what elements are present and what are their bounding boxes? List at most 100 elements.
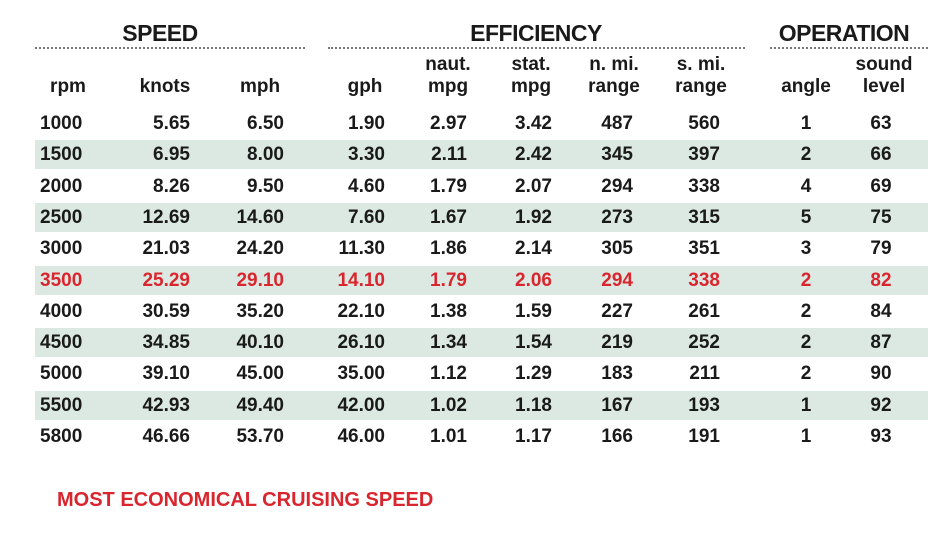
highlight-cell: 82 (870, 269, 892, 291)
table-cell: 92 (870, 394, 892, 416)
table-cell: 338 (688, 175, 720, 197)
table-cell: 2.97 (430, 113, 467, 134)
table-cell: 1.92 (515, 206, 552, 228)
table-cell: 1 (800, 426, 812, 447)
table-cell: 1.17 (515, 426, 552, 447)
column-header: rpm (50, 76, 86, 97)
table-cell: 4000 (40, 300, 83, 322)
table-cell: 2000 (40, 175, 83, 197)
group-rule (770, 47, 928, 49)
table-cell: 6.95 (153, 144, 190, 166)
table-cell: 30.59 (142, 300, 190, 322)
table-cell: 8.00 (247, 144, 284, 166)
table-cell: 560 (688, 113, 720, 134)
table-cell: 24.20 (236, 238, 284, 260)
table-cell: 1.12 (430, 363, 467, 385)
table-cell: 1.01 (430, 426, 467, 447)
table-cell: 191 (688, 426, 720, 447)
column-header: range (675, 76, 727, 97)
table-cell: 90 (870, 363, 892, 385)
table-cell: 79 (870, 238, 892, 260)
table-cell: 14.60 (236, 206, 284, 228)
table-cell: 193 (688, 394, 720, 416)
table-cell: 183 (601, 363, 633, 385)
table-cell: 53.70 (236, 426, 284, 447)
table-cell: 40.10 (236, 332, 284, 354)
row-stripe (35, 202, 928, 232)
table-cell: 345 (601, 144, 633, 166)
table-cell: 46.00 (337, 426, 385, 447)
table-cell: 2 (800, 300, 812, 322)
column-header: mpg (427, 76, 469, 97)
table-cell: 84 (870, 300, 892, 322)
table-cell: 35.20 (236, 300, 284, 322)
table-cell: 4 (800, 175, 812, 197)
table-cell: 351 (688, 238, 720, 260)
table-cell: 63 (870, 113, 892, 134)
table-cell: 294 (601, 175, 633, 197)
table-cell: 5500 (40, 394, 83, 416)
table-cell: 219 (601, 332, 633, 354)
table-cell: 3 (800, 238, 812, 260)
table-cell: 39.10 (142, 363, 190, 385)
table-cell: 46.66 (142, 426, 190, 447)
table-cell: 5000 (40, 363, 83, 385)
table-cell: 261 (688, 300, 720, 322)
table-cell: 3.42 (515, 113, 552, 134)
table-cell: 8.26 (153, 175, 190, 197)
table-cell: 93 (870, 426, 892, 447)
table-cell: 2 (800, 332, 812, 354)
table-cell: 2.07 (515, 175, 552, 197)
table-cell: 1.18 (515, 394, 552, 416)
column-header: stat. (511, 54, 551, 75)
column-header: mph (239, 76, 281, 97)
table-cell: 1.90 (348, 113, 385, 134)
table-cell: 211 (689, 363, 720, 385)
table-cell: 305 (601, 238, 633, 260)
column-header: knots (139, 76, 191, 97)
table-cell: 1.02 (430, 394, 467, 416)
table-cell: 2 (800, 144, 812, 166)
table-cell: 1.54 (515, 332, 552, 354)
table-cell: 3000 (40, 238, 83, 260)
footnote: MOST ECONOMICAL CRUISING SPEED (57, 489, 434, 511)
table-cell: 252 (688, 332, 720, 354)
column-header: sound (855, 54, 913, 75)
table-cell: 1.86 (430, 238, 467, 260)
table-cell: 45.00 (236, 363, 284, 385)
table-cell: 1.29 (515, 363, 552, 385)
table-cell: 26.10 (337, 332, 385, 354)
column-header: s. mi. (676, 54, 726, 75)
column-header: n. mi. (589, 54, 639, 75)
highlight-cell: 2 (800, 269, 812, 291)
table-cell: 87 (870, 332, 892, 354)
table-cell: 227 (601, 300, 633, 322)
highlight-cell: 1.79 (430, 269, 467, 291)
row-stripe (35, 140, 928, 170)
row-stripe (35, 265, 928, 295)
highlight-cell: 25.29 (142, 269, 190, 291)
table-cell: 273 (601, 206, 633, 228)
table-cell: 4.60 (348, 175, 385, 197)
table-cell: 1 (800, 394, 812, 416)
column-header: gph (347, 76, 383, 97)
highlight-cell: 338 (688, 269, 720, 291)
table-cell: 1 (800, 113, 812, 134)
table-cell: 1.34 (430, 332, 467, 354)
column-header: mpg (510, 76, 552, 97)
table-cell: 5800 (40, 426, 83, 447)
table-cell: 42.93 (142, 394, 190, 416)
table-cell: 3.30 (348, 144, 385, 166)
table-cell: 2500 (40, 206, 83, 228)
highlight-cell: 29.10 (236, 269, 284, 291)
column-header: naut. (425, 54, 471, 75)
table-cell: 2.14 (515, 238, 552, 260)
column-header: angle (781, 76, 831, 97)
table-cell: 397 (688, 144, 720, 166)
highlight-cell: 2.06 (515, 269, 552, 291)
table-cell: 49.40 (236, 394, 284, 416)
table-cell: 5.65 (153, 113, 190, 134)
group-rule (328, 47, 745, 49)
table-cell: 1500 (40, 144, 83, 166)
table-cell: 9.50 (247, 175, 284, 197)
